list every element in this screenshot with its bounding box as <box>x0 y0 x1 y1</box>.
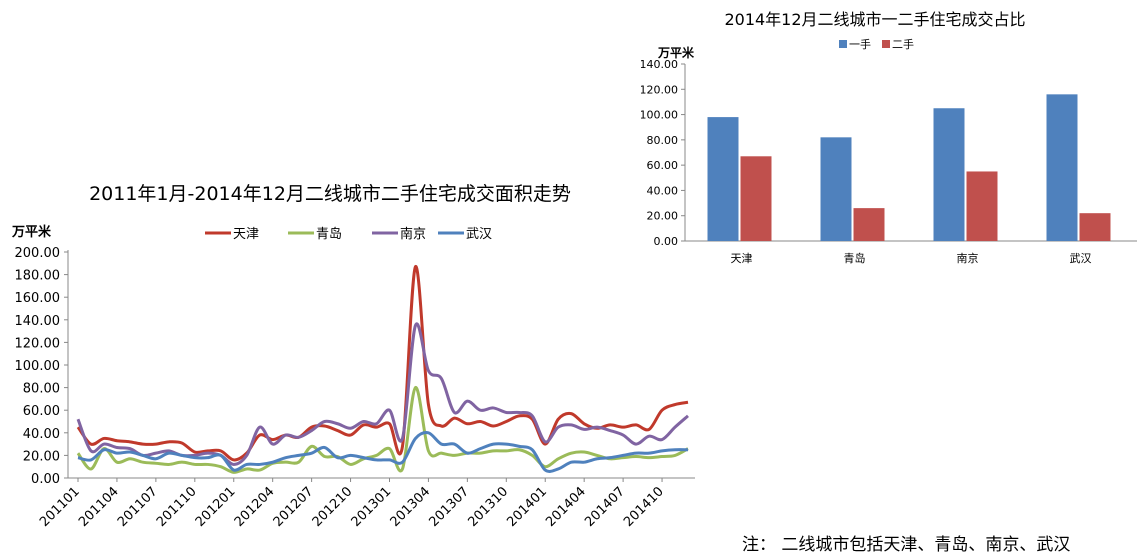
x-tick-label: 201110 <box>154 484 200 530</box>
bar-一手 <box>707 117 739 241</box>
y-tick-label: 0.00 <box>654 235 679 248</box>
y-tick-label: 100.00 <box>641 109 678 122</box>
line-chart-legend: 天津 青岛 南京 武汉 <box>205 226 492 242</box>
line-chart-series <box>76 265 689 474</box>
y-tick-label: 140.00 <box>641 58 678 71</box>
bar-chart-title: 2014年12月二线城市一二手住宅成交占比 <box>724 10 1025 29</box>
x-tick-label: 201210 <box>310 484 356 530</box>
x-tick-label: 201201 <box>193 484 239 530</box>
y-tick-label: 120.00 <box>641 83 678 96</box>
legend-label-青岛: 青岛 <box>316 226 342 242</box>
y-tick-label: 80.00 <box>23 382 60 397</box>
bar-chart-y-ticks: 0.00 20.00 40.00 60.00 80.00 100.00 120.00 140.… <box>641 58 685 248</box>
x-tick-label: 201204 <box>232 484 278 530</box>
y-tick-label: 200.00 <box>15 246 61 261</box>
y-tick-label: 20.00 <box>23 449 60 464</box>
legend-label-二手: 二手 <box>892 37 914 51</box>
bar-二手 <box>853 208 885 241</box>
x-tick-label: 201310 <box>465 484 511 530</box>
y-tick-label: 0.00 <box>31 472 60 487</box>
legend-swatch-二手 <box>882 40 890 48</box>
y-tick-label: 180.00 <box>15 269 61 284</box>
y-tick-label: 40.00 <box>647 184 679 197</box>
bar-二手 <box>740 156 772 241</box>
legend-swatch-一手 <box>839 40 847 48</box>
x-tick-label: 201304 <box>388 484 434 530</box>
bar-chart: 2014年12月二线城市一二手住宅成交占比 万平米 一手 二手 0.00 20.00… <box>641 10 1137 265</box>
line-chart-y-ticks: 0.00 20.00 40.00 60.00 80.00 100.00 120.00 140.… <box>15 246 68 487</box>
legend-label-一手: 一手 <box>849 37 871 51</box>
y-tick-label: 60.00 <box>23 404 60 419</box>
bar-二手 <box>1079 213 1111 241</box>
series-line-天津 <box>76 265 689 462</box>
bar-一手 <box>933 108 965 241</box>
category-label: 天津 <box>731 252 753 265</box>
footnote: 注： 二线城市包括天津、青岛、南京、武汉 <box>742 535 1071 555</box>
bar-chart-y-unit: 万平米 <box>657 45 695 60</box>
y-tick-label: 40.00 <box>23 427 60 442</box>
x-tick-label: 201107 <box>115 484 161 530</box>
legend-label-天津: 天津 <box>233 227 259 242</box>
y-tick-label: 140.00 <box>15 314 61 329</box>
x-tick-label: 201104 <box>76 484 122 530</box>
line-chart-x-ticks: 2011012011042011072011102012012012042012… <box>37 478 667 530</box>
y-tick-label: 60.00 <box>647 159 679 172</box>
y-tick-label: 20.00 <box>647 210 679 223</box>
category-label: 青岛 <box>844 251 866 265</box>
x-tick-label: 201404 <box>543 484 589 530</box>
series-line-青岛 <box>76 386 689 474</box>
bar-一手 <box>1046 94 1078 241</box>
y-tick-label: 80.00 <box>647 134 679 147</box>
line-chart-y-unit: 万平米 <box>11 224 52 240</box>
x-tick-label: 201407 <box>582 484 628 530</box>
x-tick-label: 201401 <box>504 484 550 530</box>
line-chart-title: 2011年1月-2014年12月二线城市二手住宅成交面积走势 <box>89 183 571 205</box>
bar-一手 <box>820 137 852 241</box>
legend-label-武汉: 武汉 <box>466 227 492 242</box>
x-tick-label: 201101 <box>37 484 83 530</box>
bar-chart-categories: 天津 青岛 南京 武汉 <box>731 251 1092 265</box>
bar-chart-bars <box>707 94 1111 241</box>
legend-label-南京: 南京 <box>400 226 426 242</box>
y-tick-label: 160.00 <box>15 291 61 306</box>
series-line-武汉 <box>77 431 689 473</box>
x-tick-label: 201301 <box>349 484 395 530</box>
series-line-南京 <box>76 322 689 466</box>
y-tick-label: 100.00 <box>15 359 61 374</box>
category-label: 武汉 <box>1070 252 1092 265</box>
category-label: 南京 <box>957 251 979 265</box>
x-tick-label: 201307 <box>426 484 472 530</box>
line-chart: 2011年1月-2014年12月二线城市二手住宅成交面积走势 万平米 天津 青岛 南… <box>11 183 695 530</box>
bar-chart-legend: 一手 二手 <box>839 37 914 51</box>
bar-二手 <box>966 171 998 241</box>
x-tick-label: 201410 <box>621 484 667 530</box>
y-tick-label: 120.00 <box>15 336 61 351</box>
x-tick-label: 201207 <box>271 484 317 530</box>
